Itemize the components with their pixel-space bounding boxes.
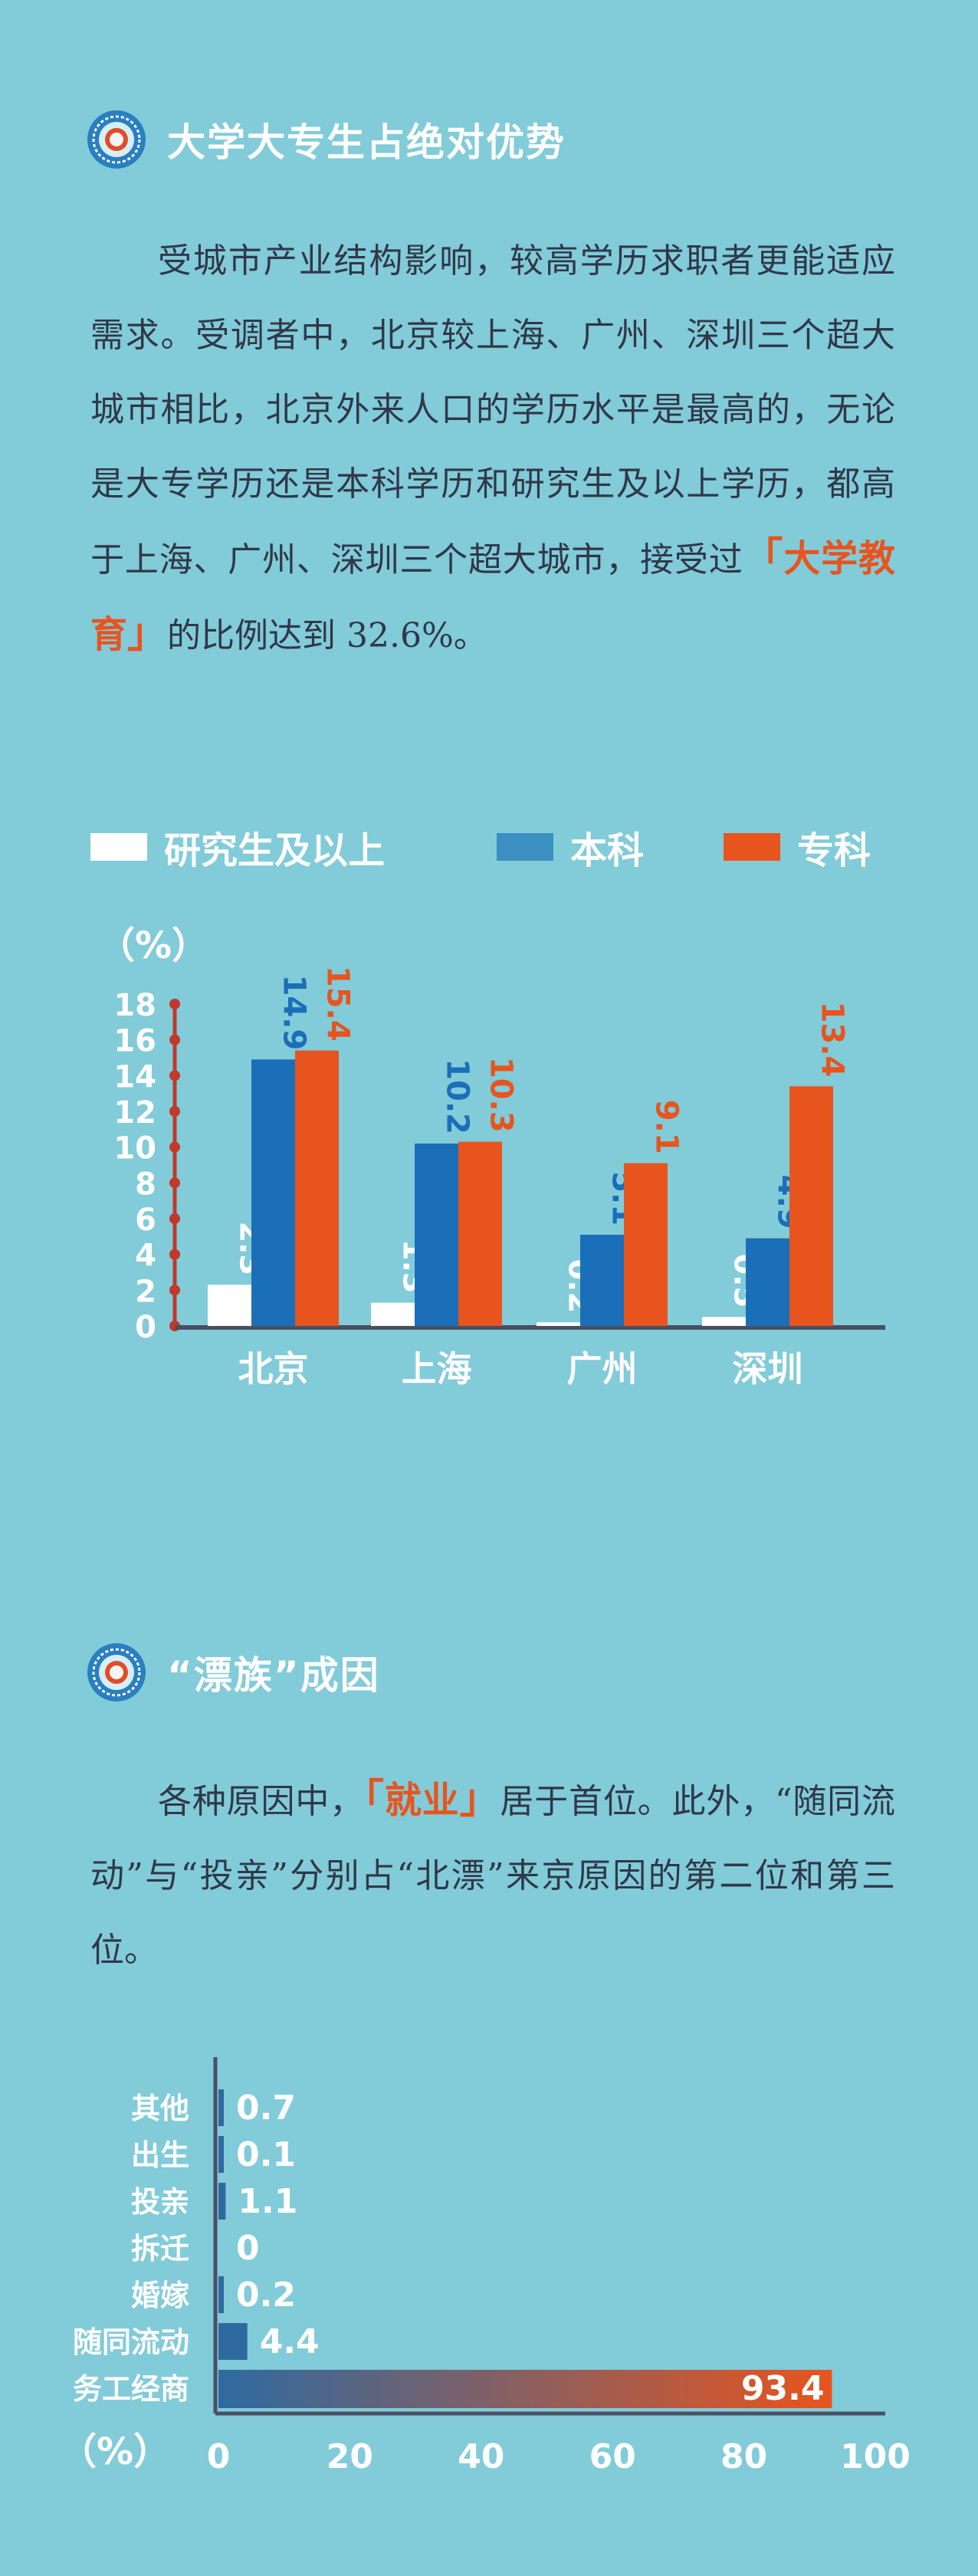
legend-swatch-bachelor: [497, 833, 553, 861]
section2-title-text: “漂族”成因: [167, 1653, 380, 1698]
chart1-bar: [537, 1322, 580, 1326]
chart1-y-tick-dot: [169, 999, 180, 1009]
chart1-category-label: 上海: [402, 1348, 472, 1390]
chart1-category-label: 广州: [567, 1348, 638, 1390]
legend-label-graduate: 研究生及以上: [164, 829, 386, 872]
chart1-y-tick-label: 8: [135, 1167, 156, 1202]
chart1-bar: [624, 1163, 668, 1326]
chart1-unit-label: （%）: [98, 924, 208, 967]
chart1-y-tick-label: 4: [135, 1239, 156, 1274]
chart1-y-tick-dot: [169, 1177, 180, 1189]
chart1-data-label: 10.3: [484, 1057, 519, 1133]
chart2-category-label: 务工经商: [73, 2372, 189, 2406]
chart2-category-label: 随同流动: [73, 2325, 189, 2359]
chart2-x-tick-label: 20: [327, 2437, 373, 2476]
chart1-y-tick-label: 12: [113, 1095, 156, 1130]
chart1-bar: [251, 1059, 295, 1326]
chart2-x-tick-label: 80: [720, 2437, 767, 2476]
chart1-y-tick-dot: [169, 1285, 180, 1296]
chart2-data-label: 0.2: [236, 2276, 296, 2315]
chart2-category-label: 投亲: [131, 2185, 189, 2219]
bracket-open: 「: [743, 535, 784, 581]
ring-icon: [87, 1643, 146, 1701]
chart1-bar: [789, 1086, 833, 1326]
chart1-category-label: 北京: [238, 1348, 309, 1390]
ring-icon: [87, 110, 146, 169]
chart2-bar: [218, 2323, 248, 2360]
section1-text-pre: 受城市产业结构影响，较高学历求职者更能适应需求。受调者中，北京较上海、广州、深圳…: [90, 241, 895, 579]
chart2-data-label: 0: [236, 2229, 260, 2268]
chart2-category-label: 婚嫁: [131, 2279, 189, 2312]
section2-text-post: 居于首位。此外，“随同流动”与“投亲”分别占“北漂”来京原因的第二位和第三位。: [90, 1782, 895, 1970]
chart2-bar: [218, 2276, 224, 2313]
chart1-data-label: 15.4: [320, 966, 356, 1042]
chart1-y-tick-label: 16: [113, 1024, 156, 1059]
chart2-data-label: 1.1: [238, 2182, 297, 2221]
chart2-bar: [218, 2370, 832, 2408]
chart1-bar: [702, 1317, 746, 1326]
chart1-bar: [458, 1141, 502, 1326]
chart2-unit-label: （%）: [60, 2430, 170, 2473]
chart2-data-label: 93.4: [741, 2369, 825, 2408]
chart1-data-label: 14.9: [277, 975, 312, 1051]
legend-item-junior: 专科: [724, 820, 871, 874]
chart2-x-tick-label: 40: [458, 2437, 504, 2476]
chart2-bar: [218, 2136, 224, 2173]
chart2-bar: [218, 2089, 224, 2126]
chart2-category-label: 其他: [131, 2092, 189, 2125]
chart1-y-tick-dot: [169, 1213, 180, 1224]
chart1-bar: [295, 1050, 339, 1326]
chart2-category-label: 出生: [131, 2138, 189, 2172]
chart2-bar: [218, 2183, 226, 2220]
chart1-y-tick-label: 6: [135, 1203, 156, 1238]
chart2-data-label: 4.4: [260, 2322, 320, 2361]
section2-paragraph: 各种原因中，「就业」居于首位。此外，“随同流动”与“投亲”分别占“北漂”来京原因…: [90, 1763, 895, 1987]
chart1-legend: 研究生及以上 本科 专科: [90, 820, 895, 872]
reasons-bar-chart: 其他 0.7 出生 0.1 投亲 1.1 拆迁 0 婚嫁 0.2 随同流动 4.4 务工经商 93.4 0 2…: [60, 2057, 911, 2476]
chart1-y-tick-dot: [169, 1249, 180, 1260]
chart1-y-tick-label: 18: [113, 988, 156, 1023]
chart1-data-label: 10.2: [440, 1058, 475, 1134]
chart2-x-tick-label: 100: [840, 2437, 911, 2476]
legend-item-bachelor: 本科: [497, 820, 644, 874]
chart1-y-tick-dot: [169, 1141, 180, 1153]
bracket-close: 」: [459, 1777, 500, 1823]
chart1-y-tick-label: 14: [113, 1059, 156, 1094]
chart2-data-label: 0.7: [236, 2089, 296, 2128]
chart1-data-label: 9.1: [649, 1100, 684, 1154]
chart1-data-label: 13.4: [815, 1002, 850, 1078]
section1-title-text: 大学大专生占绝对优势: [167, 120, 566, 165]
section1-title: 大学大专生占绝对优势: [84, 107, 566, 172]
section1-paragraph: 受城市产业结构影响，较高学历求职者更能适应需求。受调者中，北京较上海、广州、深圳…: [90, 224, 895, 673]
chart2-x-tick-label: 0: [207, 2437, 231, 2476]
section1-highlight: 大学教育: [90, 537, 895, 656]
chart1-bar: [371, 1302, 415, 1326]
chart2-category-label: 拆迁: [131, 2232, 189, 2266]
bracket-close: 」: [127, 611, 168, 657]
section2-highlight: 就业: [384, 1779, 460, 1822]
chart2-x-tick-label: 60: [589, 2437, 636, 2476]
chart1-y-tick-dot: [169, 1034, 180, 1045]
legend-label-bachelor: 本科: [570, 829, 645, 872]
section2-text-pre: 各种原因中，: [158, 1782, 364, 1821]
bracket-open: 「: [364, 1777, 385, 1823]
chart1-category-label: 深圳: [733, 1348, 803, 1390]
chart1-y-tick-label: 2: [135, 1274, 156, 1309]
chart1-y-tick-dot: [169, 1070, 180, 1081]
chart1-bar: [415, 1144, 458, 1326]
section1-text-post: 的比例达到 32.6%。: [167, 616, 487, 655]
chart1-y-tick-label: 0: [135, 1310, 156, 1345]
chart1-bar: [746, 1238, 789, 1326]
chart1-y-tick-label: 10: [113, 1131, 156, 1167]
legend-swatch-junior: [724, 833, 780, 861]
legend-swatch-graduate: [90, 833, 147, 861]
chart1-y-tick-dot: [169, 1106, 180, 1117]
legend-item-graduate: 研究生及以上: [90, 820, 385, 874]
chart2-data-label: 0.1: [236, 2135, 296, 2174]
chart1-bar: [580, 1235, 624, 1326]
legend-label-junior: 专科: [797, 829, 871, 872]
chart1-bar: [208, 1285, 251, 1326]
section2-title: “漂族”成因: [84, 1640, 380, 1705]
